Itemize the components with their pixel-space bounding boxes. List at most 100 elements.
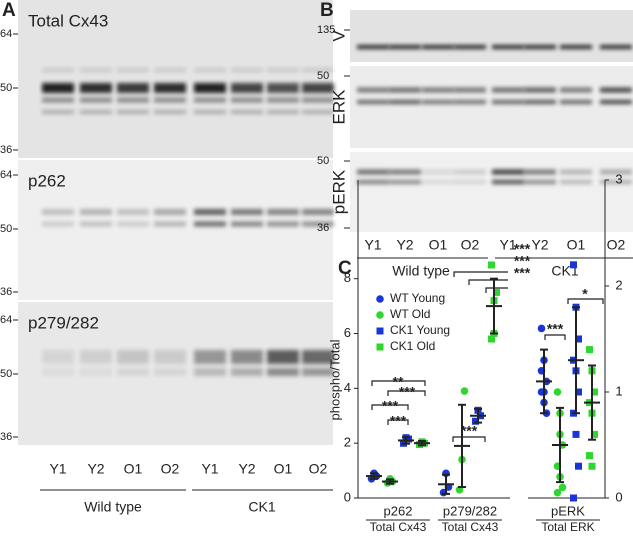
band bbox=[357, 87, 389, 93]
x-tick-denominator: Total Cx43 bbox=[370, 520, 427, 534]
band bbox=[194, 209, 226, 215]
band bbox=[560, 45, 592, 49]
y-tick-label: 8 bbox=[344, 270, 351, 285]
blot bbox=[350, 66, 633, 148]
band bbox=[267, 97, 299, 103]
blot bbox=[18, 302, 334, 445]
point bbox=[570, 494, 577, 502]
legend-marker bbox=[376, 327, 384, 335]
band bbox=[80, 97, 112, 103]
band bbox=[492, 180, 524, 184]
legend-marker bbox=[376, 343, 384, 351]
band bbox=[454, 100, 486, 104]
blot-background bbox=[18, 160, 333, 300]
point bbox=[472, 417, 479, 425]
significance: *** bbox=[514, 253, 531, 269]
band bbox=[42, 221, 74, 227]
point bbox=[591, 388, 598, 396]
blot bbox=[18, 0, 334, 158]
band bbox=[389, 180, 421, 184]
band bbox=[422, 169, 454, 175]
band bbox=[194, 368, 226, 376]
point bbox=[460, 387, 469, 395]
band bbox=[42, 209, 74, 215]
band bbox=[194, 83, 226, 93]
legend-marker bbox=[376, 295, 384, 303]
lane-label: O2 bbox=[309, 461, 328, 477]
point bbox=[575, 388, 582, 396]
band bbox=[117, 368, 149, 376]
band bbox=[117, 68, 149, 72]
band bbox=[302, 68, 334, 72]
bracket bbox=[485, 287, 508, 293]
lane-label: Y1 bbox=[364, 237, 381, 253]
point bbox=[405, 435, 412, 443]
band bbox=[389, 169, 421, 175]
band bbox=[154, 83, 186, 93]
band bbox=[80, 83, 112, 93]
blot-background bbox=[350, 152, 633, 232]
band bbox=[231, 110, 263, 114]
lane-label: Y2 bbox=[531, 237, 548, 253]
point bbox=[488, 261, 495, 269]
lane-label: Y2 bbox=[238, 461, 255, 477]
blot bbox=[18, 160, 334, 300]
band bbox=[154, 110, 186, 114]
band bbox=[600, 45, 632, 49]
significance: ** bbox=[393, 374, 404, 390]
lane-label: O2 bbox=[161, 461, 180, 477]
marker-label: 36 bbox=[317, 222, 329, 234]
y-tick-label: 2 bbox=[344, 435, 351, 450]
bracket bbox=[567, 298, 604, 304]
band bbox=[524, 180, 556, 184]
band bbox=[117, 110, 149, 114]
blot-name: Total Cx43 bbox=[28, 11, 108, 30]
blot-background bbox=[350, 10, 633, 62]
band bbox=[154, 368, 186, 376]
y2-tick-label: 1 bbox=[615, 383, 622, 398]
band bbox=[357, 169, 389, 175]
panel-label: C bbox=[338, 258, 352, 279]
blot bbox=[350, 152, 633, 232]
band bbox=[80, 209, 112, 215]
band bbox=[389, 87, 421, 93]
marker-label: 50 bbox=[317, 70, 329, 82]
point bbox=[588, 462, 596, 470]
band bbox=[267, 368, 299, 376]
lane-label: O2 bbox=[607, 237, 626, 253]
marker-label: 135 bbox=[317, 24, 335, 36]
panel-label: B bbox=[320, 0, 334, 21]
band bbox=[492, 169, 524, 175]
significance: *** bbox=[399, 384, 416, 400]
band bbox=[600, 100, 632, 104]
significance: *** bbox=[514, 265, 531, 281]
band bbox=[302, 209, 334, 215]
group-label: Wild type bbox=[84, 499, 142, 515]
band bbox=[194, 221, 226, 227]
bracket bbox=[371, 380, 426, 386]
band bbox=[600, 87, 632, 93]
band bbox=[454, 87, 486, 93]
band bbox=[357, 45, 389, 49]
band bbox=[389, 45, 421, 49]
blot-name: pERK bbox=[329, 169, 348, 214]
band bbox=[231, 368, 263, 376]
band bbox=[454, 180, 486, 184]
band bbox=[560, 169, 592, 175]
band bbox=[560, 87, 592, 93]
band bbox=[231, 221, 263, 227]
y2-tick-label: 2 bbox=[615, 277, 622, 292]
band bbox=[231, 209, 263, 215]
band bbox=[302, 110, 334, 114]
point bbox=[575, 462, 582, 470]
band bbox=[42, 83, 74, 93]
blot-background bbox=[350, 66, 633, 148]
x-tick-label: p279/282 bbox=[443, 503, 497, 518]
band bbox=[524, 169, 556, 175]
bracket bbox=[544, 334, 566, 340]
band bbox=[357, 100, 389, 104]
band bbox=[454, 45, 486, 49]
band bbox=[302, 368, 334, 376]
bracket bbox=[468, 279, 508, 285]
